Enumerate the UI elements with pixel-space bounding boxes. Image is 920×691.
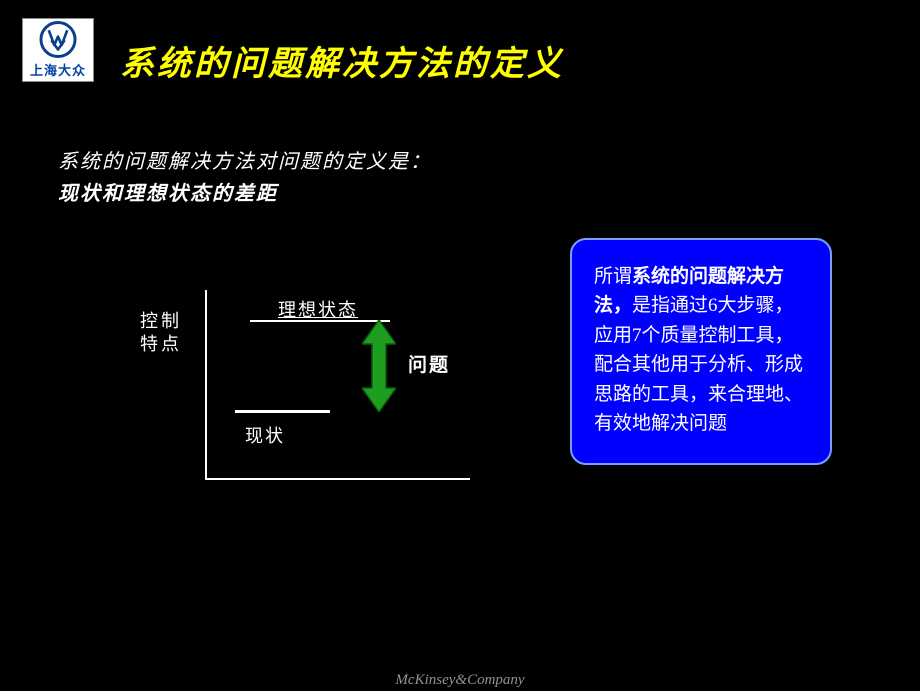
ideal-state-label: 理想状态 xyxy=(278,296,358,322)
vw-logo-icon xyxy=(39,21,77,58)
brand-logo: 上海大众 xyxy=(22,18,94,82)
definition-callout: 所谓系统的问题解决方法，是指通过6大步骤，应用7个质量控制工具，配合其他用于分析… xyxy=(570,238,832,465)
current-state-line xyxy=(235,410,330,413)
gap-label: 问题 xyxy=(408,350,450,377)
x-axis xyxy=(205,478,470,480)
y-axis-label: 控制特点 xyxy=(140,310,195,357)
current-state-label: 现状 xyxy=(245,422,285,448)
brand-text: 上海大众 xyxy=(30,60,86,79)
gap-diagram: 控制特点 理想状态 现状 问题 xyxy=(140,290,480,490)
intro-line1: 系统的问题解决方法对问题的定义是： xyxy=(58,146,432,178)
footer-brand: McKinsey&Company xyxy=(0,672,920,689)
gap-arrow-icon xyxy=(362,320,396,412)
slide-title: 系统的问题解决方法的定义 xyxy=(120,36,564,85)
intro-line2: 现状和理想状态的差距 xyxy=(58,178,432,210)
callout-prefix: 所谓 xyxy=(594,266,632,287)
intro-text: 系统的问题解决方法对问题的定义是： 现状和理想状态的差距 xyxy=(58,146,432,210)
y-axis xyxy=(205,290,207,480)
